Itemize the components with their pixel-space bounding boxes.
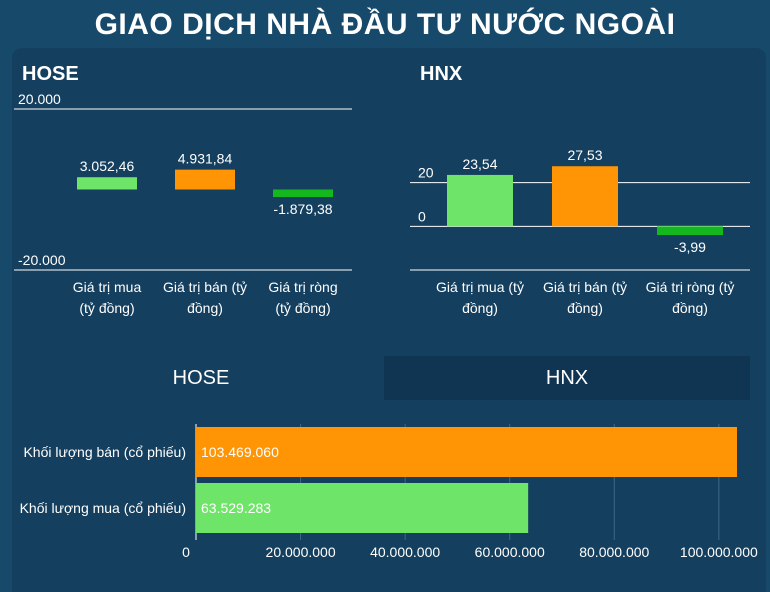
x-tick-label-4: 80.000.000	[579, 544, 649, 560]
x-tick-label-1: 20.000.000	[266, 544, 336, 560]
data-label-0-2: -1.879,38	[273, 201, 332, 217]
h-category-label-0: Khối lượng bán (cổ phiếu)	[23, 444, 186, 460]
x-tick-label-2: 40.000.000	[370, 544, 440, 560]
h-bar-1	[196, 483, 529, 533]
data-label-0-1: 4.931,84	[178, 151, 233, 167]
data-label-1-2: -3,99	[674, 239, 706, 255]
bar-0-0	[77, 177, 137, 190]
bar-1-0	[447, 174, 513, 227]
category-label-0-0-1: (tỷ đồng)	[79, 300, 134, 316]
y-tick-label-0-0: 20.000	[18, 91, 61, 107]
x-tick-label-0: 0	[182, 544, 190, 560]
category-label-0-2-0: Giá trị ròng	[268, 279, 337, 295]
h-bar-0	[196, 427, 737, 477]
category-label-0-1-0: Giá trị bán (tỷ	[163, 279, 247, 295]
category-label-1-1-1: đồng)	[567, 300, 603, 316]
page-title: GIAO DỊCH NHÀ ĐẦU TƯ NƯỚC NGOÀI	[94, 8, 676, 41]
tab-hnx[interactable]: HNX	[384, 356, 750, 400]
data-label-0-0: 3.052,46	[80, 158, 135, 174]
category-label-1-0-1: đồng)	[462, 300, 498, 316]
chart-title-1: HNX	[420, 63, 463, 85]
bar-1-2	[657, 226, 723, 236]
y-tick-label-1-0: 20	[418, 165, 434, 181]
y-tick-label-0-1: -20.000	[18, 252, 66, 268]
category-label-1-2-0: Giá trị ròng (tỷ	[646, 279, 735, 295]
data-label-1-0: 23,54	[462, 156, 497, 172]
h-category-label-1: Khối lượng mua (cổ phiếu)	[20, 500, 186, 516]
x-tick-label-3: 60.000.000	[475, 544, 545, 560]
exchange-tabs: HOSE HNX	[18, 356, 750, 400]
x-tick-label-5: 100.000.000	[680, 544, 758, 560]
bar-0-2	[273, 189, 333, 198]
category-label-1-1-0: Giá trị bán (tỷ	[543, 279, 627, 295]
category-label-0-0-0: Giá trị mua	[73, 279, 142, 295]
category-label-1-2-1: đồng)	[672, 300, 708, 316]
category-label-1-0-0: Giá trị mua (tỷ	[436, 279, 524, 295]
h-data-label-0: 103.469.060	[201, 444, 279, 460]
data-label-1-1: 27,53	[567, 147, 602, 163]
chart-title-0: HOSE	[22, 63, 79, 85]
category-label-0-2-1: (tỷ đồng)	[275, 300, 330, 316]
bar-1-1	[552, 166, 618, 227]
y-tick-label-1-1: 0	[418, 208, 426, 224]
category-label-0-1-1: đồng)	[187, 300, 223, 316]
bar-0-1	[175, 169, 235, 190]
h-data-label-1: 63.529.283	[201, 500, 271, 516]
tab-hose[interactable]: HOSE	[18, 356, 384, 400]
